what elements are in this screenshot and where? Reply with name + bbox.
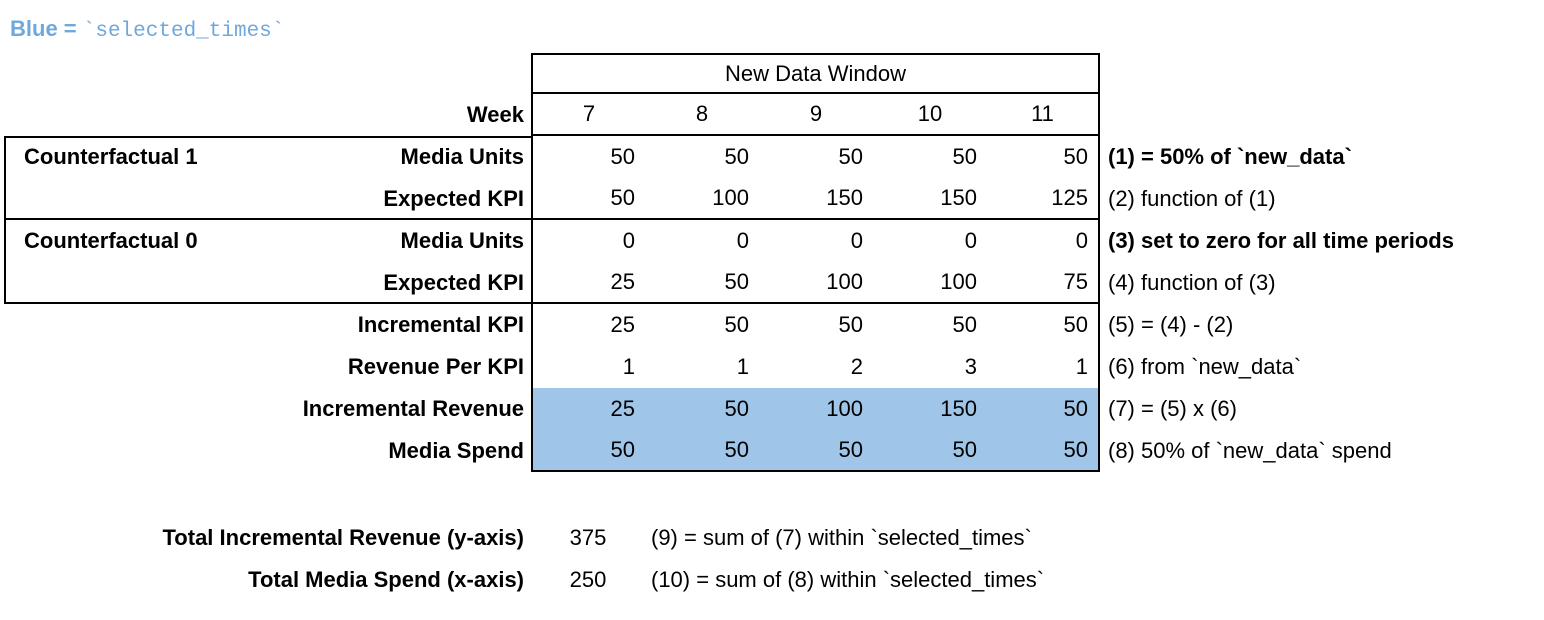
row-label: Expected KPI [383,270,524,295]
table-value: 50 [838,312,863,337]
table-value: 50 [724,144,749,169]
row-label-cell: Counterfactual 0 Media Units [0,220,531,262]
row-label-cell: Counterfactual 1 Media Units [0,136,531,178]
row-label: Media Units [400,144,524,169]
table-value: 50 [531,136,645,178]
row-annotation: (2) function of (1) [1108,186,1276,211]
table-value-highlighted: 50 [759,430,873,472]
table-value-highlighted: 50 [987,430,1100,472]
table-value: 25 [531,304,645,346]
week-value: 10 [873,94,987,136]
week-label: Week [466,102,524,127]
row-label: Incremental Revenue [302,396,524,421]
total-incremental-revenue-label: Total Incremental Revenue (y-axis) [162,525,525,550]
week-value: 9 [759,94,873,136]
table-value: 50 [987,304,1100,346]
group-label-counterfactual-1: Counterfactual 1 [24,144,198,169]
table-value: 1 [736,354,749,379]
row-annotation: (6) from `new_data` [1108,354,1302,379]
table-value: 50 [952,312,977,337]
table-value: 50 [987,136,1100,178]
week-value: 8 [645,94,759,136]
table-value: 100 [873,262,987,304]
total-media-spend-label: Total Media Spend (x-axis) [248,567,524,592]
table-value: 150 [873,178,987,220]
table-value: 0 [987,220,1100,262]
totals-section: Total Incremental Revenue (y-axis) 375 (… [0,517,1045,601]
table-value-highlighted: 50 [645,430,759,472]
row-label: Incremental KPI [357,312,524,337]
group-label-counterfactual-0: Counterfactual 0 [24,228,198,253]
legend: Blue = `selected_times` [10,16,284,43]
table-value: 50 [952,144,977,169]
table-value-highlighted: 50 [873,430,987,472]
table-value: 2 [850,354,863,379]
row-annotation: (7) = (5) x (6) [1108,396,1237,421]
counterfactual-table: New Data Window Week 7 8 9 10 11 Counter… [0,53,1454,472]
row-annotation: (8) 50% of `new_data` spend [1108,438,1392,463]
row-label: Media Spend [388,438,524,463]
legend-label: Blue = [10,16,83,41]
table-value: 0 [531,220,645,262]
table-value: 3 [964,354,977,379]
table-value: 1 [531,346,645,388]
table-value: 50 [531,178,645,220]
row-annotation: (5) = (4) - (2) [1108,312,1234,337]
table-value: 125 [987,178,1100,220]
table-value-highlighted: 100 [759,388,873,430]
row-annotation: (3) set to zero for all time periods [1108,228,1454,253]
row-label: Expected KPI [383,186,524,211]
row-label: Media Units [400,228,524,253]
table-value: 150 [759,178,873,220]
table-value-highlighted: 150 [873,388,987,430]
spacer [1100,53,1454,94]
table-value: 100 [759,262,873,304]
legend-code: `selected_times` [82,20,285,43]
total-media-spend-annotation: (10) = sum of (8) within `selected_times… [651,567,1045,592]
table-value: 0 [736,228,749,253]
spacer [0,53,531,94]
week-value: 7 [531,94,645,136]
spacer [1100,94,1454,136]
table-value: 0 [850,228,863,253]
table-value-highlighted: 50 [645,388,759,430]
table-value: 0 [964,228,977,253]
table-value-highlighted: 50 [531,430,645,472]
table-value: 25 [531,262,645,304]
week-value: 11 [987,94,1100,136]
total-media-spend-value: 250 [569,567,607,592]
table-value-highlighted: 25 [531,388,645,430]
table-value: 50 [724,312,749,337]
row-label: Revenue Per KPI [347,354,524,379]
table-value: 1 [987,346,1100,388]
row-annotation: (1) = 50% of `new_data` [1108,144,1352,169]
table-value: 100 [645,178,759,220]
total-incremental-revenue-value: 375 [569,525,607,550]
new-data-window-header: New Data Window [531,53,1100,94]
table-value: 75 [987,262,1100,304]
total-incremental-revenue-annotation: (9) = sum of (7) within `selected_times` [651,525,1032,550]
table-value: 50 [645,262,759,304]
table-value-highlighted: 50 [987,388,1100,430]
row-annotation: (4) function of (3) [1108,270,1276,295]
table-value: 50 [838,144,863,169]
